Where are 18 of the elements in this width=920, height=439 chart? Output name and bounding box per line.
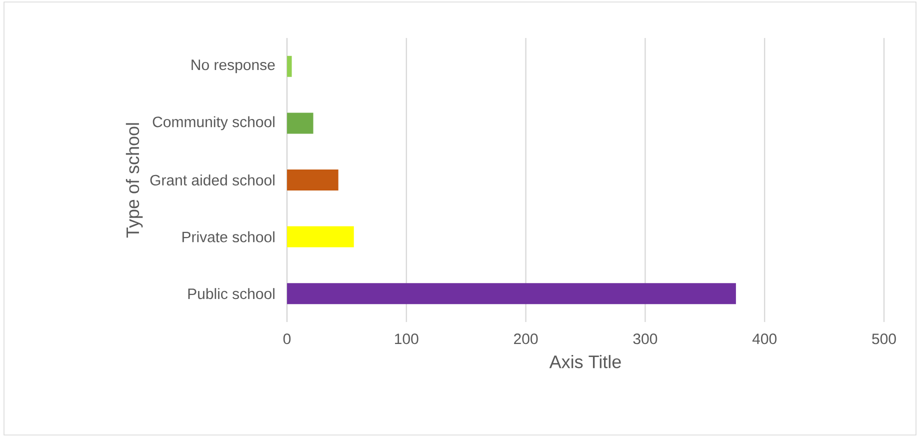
bar (287, 112, 314, 134)
x-tick-label: 300 (633, 334, 658, 344)
y-tick-label: Grant aided school (150, 174, 274, 186)
y-tick-label: Community school (152, 116, 274, 130)
y-axis-title: Type of school (126, 123, 143, 238)
y-tick-label: No response (192, 60, 275, 74)
x-tick-label: 500 (872, 334, 896, 344)
y-tick-label: Public school (188, 288, 274, 300)
x-tick-label: 100 (395, 334, 418, 344)
x-tick-label: 0 (283, 334, 291, 344)
bar (287, 170, 338, 190)
y-tick-label: Private school (182, 231, 274, 242)
bar (287, 56, 292, 77)
x-tick-label: 400 (752, 334, 777, 344)
bar (287, 226, 354, 248)
x-tick-label: 200 (514, 334, 538, 344)
x-axis-title: Axis Title (549, 355, 621, 368)
bar (287, 283, 736, 304)
